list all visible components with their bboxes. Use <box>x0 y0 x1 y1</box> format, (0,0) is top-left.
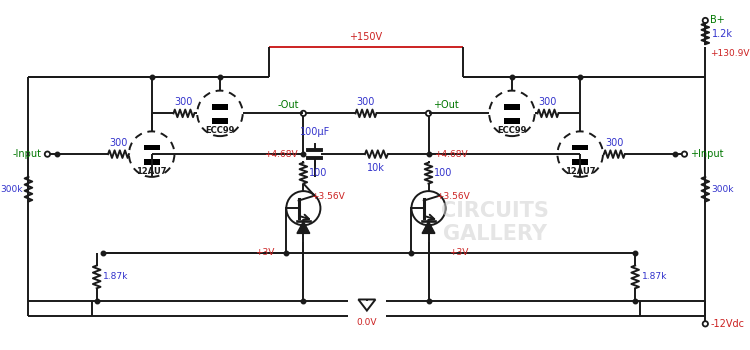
Text: +Out: +Out <box>433 100 459 110</box>
Text: +3.56V: +3.56V <box>311 192 345 201</box>
Text: 1.2k: 1.2k <box>712 29 733 39</box>
Text: -Out: -Out <box>278 100 298 110</box>
Bar <box>572 145 588 150</box>
Text: +Input: +Input <box>690 149 724 159</box>
Text: +3V: +3V <box>256 248 275 257</box>
Text: -12Vdc: -12Vdc <box>710 319 744 329</box>
Text: 300k: 300k <box>0 185 22 194</box>
Text: +4.68V: +4.68V <box>264 150 298 159</box>
Text: 100: 100 <box>434 168 452 178</box>
Text: 12AU7: 12AU7 <box>136 167 167 176</box>
Text: 300k: 300k <box>711 185 734 194</box>
Text: -Input: -Input <box>13 149 42 159</box>
Bar <box>572 159 588 164</box>
Text: 300: 300 <box>538 97 557 107</box>
Polygon shape <box>422 222 435 233</box>
Text: 300: 300 <box>175 97 193 107</box>
Bar <box>144 159 160 164</box>
Bar <box>144 145 160 150</box>
Text: CIRCUITS
GALLERY: CIRCUITS GALLERY <box>441 201 549 244</box>
Bar <box>504 118 520 124</box>
Polygon shape <box>297 222 310 233</box>
Text: 0.0V: 0.0V <box>357 318 377 327</box>
Text: 12AU7: 12AU7 <box>565 167 596 176</box>
Text: 10k: 10k <box>368 163 386 173</box>
Text: 300: 300 <box>110 138 128 147</box>
Text: +3V: +3V <box>449 248 469 257</box>
Text: ECC99: ECC99 <box>206 126 235 135</box>
Text: +3.56V: +3.56V <box>436 192 470 201</box>
Text: 1.87k: 1.87k <box>642 272 668 281</box>
Text: 300: 300 <box>605 138 623 147</box>
Text: B+: B+ <box>710 15 724 26</box>
Bar <box>212 118 228 124</box>
Text: +4.68V: +4.68V <box>434 150 468 159</box>
Bar <box>504 104 520 110</box>
Text: 100: 100 <box>309 168 328 178</box>
Text: 1.87k: 1.87k <box>104 272 129 281</box>
Text: +150V: +150V <box>350 32 382 42</box>
Text: +130.9V: +130.9V <box>710 49 749 58</box>
Text: ECC99: ECC99 <box>497 126 526 135</box>
Bar <box>212 104 228 110</box>
Text: 100μF: 100μF <box>299 127 330 137</box>
Text: 300: 300 <box>357 97 375 107</box>
